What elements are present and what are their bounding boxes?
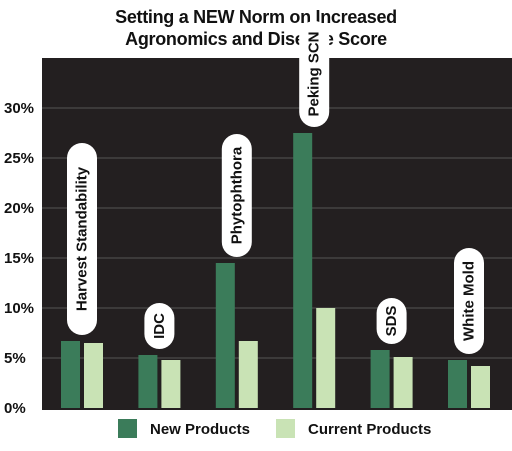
bar-current-products-harvest-standability (84, 343, 103, 408)
category-label-pill (221, 134, 252, 257)
category-label-pill (454, 248, 484, 354)
bar-current-products-peking-scn (316, 308, 336, 408)
y-tick-label: 10% (4, 300, 34, 317)
bar-current-products-sds (393, 357, 413, 408)
bar-current-products-phytophthora (238, 341, 258, 408)
chart-title-line-1: Setting a NEW Norm on Increased (115, 7, 397, 27)
category-label-harvest-standability: Harvest Standability (67, 143, 97, 335)
bar-new-products-idc (138, 355, 158, 408)
bar-new-products-peking-scn (293, 133, 313, 408)
category-label-pill (376, 298, 407, 344)
legend: New Products Current Products (118, 419, 431, 438)
y-tick-label: 0% (4, 400, 26, 417)
legend-item-current-products: Current Products (276, 419, 431, 438)
legend-label: Current Products (308, 421, 431, 438)
legend-item-new-products: New Products (118, 419, 250, 438)
y-tick-label: 20% (4, 200, 34, 217)
category-label-pill (144, 303, 175, 349)
bar-new-products-white-mold (448, 360, 467, 408)
gridlines (42, 107, 512, 359)
legend-swatch (118, 419, 137, 438)
category-label-white-mold: White Mold (454, 248, 484, 354)
bars (61, 133, 490, 408)
category-labels: Harvest Standability IDC Phytophthora Pekin… (67, 21, 484, 354)
category-label-text: White Mold (461, 261, 478, 341)
category-label-pill (299, 21, 330, 127)
y-tick-label: 5% (4, 350, 26, 367)
bar-new-products-harvest-standability (61, 341, 80, 408)
category-label-idc: IDC (144, 303, 175, 349)
y-tick-label: 25% (4, 150, 34, 167)
bar-current-products-idc (161, 360, 181, 408)
y-tick-label: 30% (4, 100, 34, 117)
y-axis-ticks: 0% 5% 10% 15% 20% 25% 30% (4, 100, 34, 417)
category-label-pill (67, 143, 97, 335)
category-label-text: Harvest Standability (74, 166, 91, 311)
legend-label: New Products (150, 421, 250, 438)
category-label-phytophthora: Phytophthora (221, 134, 252, 257)
category-label-text: IDC (151, 313, 168, 339)
bar-current-products-white-mold (471, 366, 490, 408)
bar-new-products-phytophthora (215, 263, 235, 408)
category-label-sds: SDS (376, 298, 407, 344)
category-label-text: Peking SCN (306, 31, 323, 116)
legend-swatch (276, 419, 295, 438)
y-tick-label: 15% (4, 250, 34, 267)
bar-new-products-sds (370, 350, 390, 408)
category-label-text: SDS (383, 306, 400, 337)
category-label-peking-scn: Peking SCN (299, 21, 330, 127)
category-label-text: Phytophthora (228, 146, 245, 244)
plot-area (42, 58, 512, 410)
